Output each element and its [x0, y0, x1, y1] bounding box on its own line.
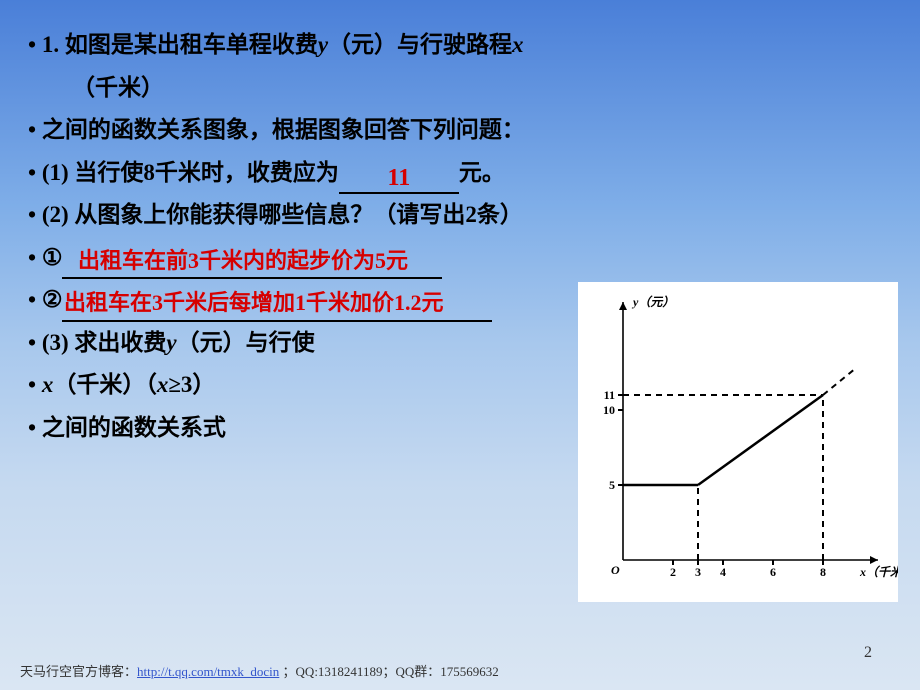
text: 之间的函数关系式: [42, 415, 226, 440]
footer: 天马行空官方博客：http://t.qq.com/tmxk_docin ；QQ:…: [20, 661, 499, 680]
svg-text:O: O: [611, 563, 620, 577]
answer-1: 11: [388, 165, 411, 191]
text: (2) 从图象上你能获得哪些信息？（请写出2条）: [42, 202, 523, 227]
chart-container: 2 3 4 6 8 5 1011 y（元） x（千米） O: [578, 282, 898, 602]
var-x: x: [157, 372, 169, 397]
svg-text:6: 6: [770, 565, 776, 579]
text: (1) 当行使8千米时，收费应为: [42, 160, 339, 185]
svg-text:8: 8: [820, 565, 826, 579]
answer-2: 出租车在前3千米内的起步价为5元: [78, 241, 408, 282]
line-5: ① 出租车在前3千米内的起步价为5元: [28, 237, 892, 280]
svg-text:10: 10: [603, 403, 615, 417]
var-y: y: [166, 330, 176, 355]
var-x: x: [512, 32, 524, 57]
footer-post: ；QQ:1318241189；QQ群：175569632: [279, 664, 498, 679]
answer-3: 出租车在3千米后每增加1千米加价1.2元: [64, 283, 444, 324]
text: ≥3）: [168, 372, 215, 397]
line-4: (2) 从图象上你能获得哪些信息？（请写出2条）: [28, 194, 892, 237]
text: （千米）: [72, 75, 164, 100]
page-number: 2: [864, 644, 872, 662]
footer-link[interactable]: http://t.qq.com/tmxk_docin: [137, 664, 279, 679]
text: 之间的函数关系图象，根据图象回答下列问题：: [42, 117, 525, 142]
line-2: 之间的函数关系图象，根据图象回答下列问题：: [28, 109, 892, 152]
svg-text:4: 4: [720, 565, 726, 579]
svg-text:11: 11: [604, 388, 615, 402]
svg-text:x（千米）: x（千米）: [859, 565, 898, 579]
svg-text:y（元）: y（元）: [631, 295, 674, 309]
svg-text:5: 5: [609, 478, 615, 492]
label: ②: [42, 287, 63, 312]
text: （元）与行使: [177, 330, 315, 355]
var-x: x: [42, 372, 54, 397]
text: 1. 如图是某出租车单程收费: [42, 32, 318, 57]
svg-text:3: 3: [695, 565, 701, 579]
fare-chart: 2 3 4 6 8 5 1011 y（元） x（千米） O: [578, 282, 898, 602]
label: ①: [42, 245, 63, 270]
text: (3) 求出收费: [42, 330, 167, 355]
text: （元）与行驶路程: [328, 32, 512, 57]
var-y: y: [318, 32, 328, 57]
svg-text:2: 2: [670, 565, 676, 579]
line-3: (1) 当行使8千米时，收费应为 11 元。: [28, 152, 892, 195]
blank-1: 11: [339, 168, 459, 194]
line-1b: （千米）: [28, 67, 892, 110]
text: 元。: [459, 160, 505, 185]
footer-pre: 天马行空官方博客：: [20, 664, 137, 679]
text: （千米）（: [53, 372, 157, 397]
line-1: 1. 如图是某出租车单程收费y（元）与行驶路程x: [28, 24, 892, 67]
